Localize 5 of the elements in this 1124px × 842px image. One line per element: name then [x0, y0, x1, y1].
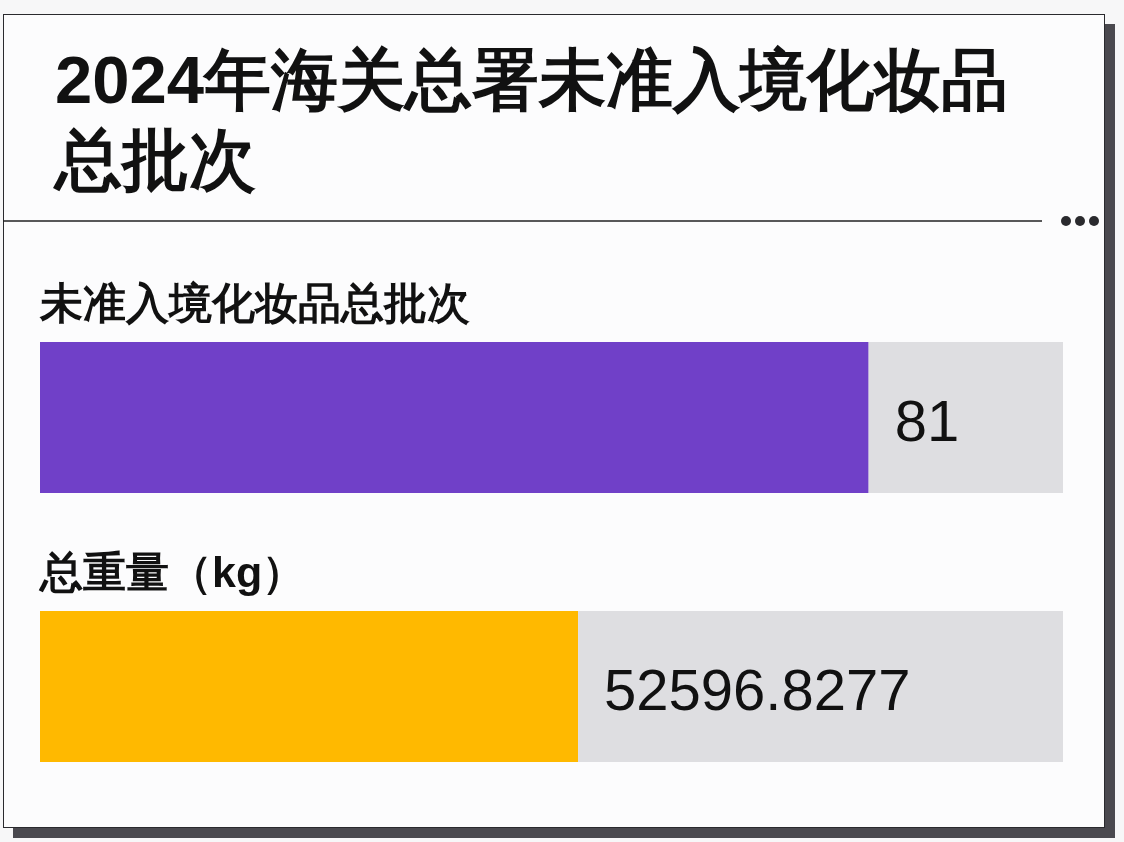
chart-title: 2024年海关总署未准入境化妆品总批次 — [55, 41, 1010, 199]
y-tick-label: 总重量（kg） — [38, 548, 306, 596]
data-label: 52596.8277 — [604, 656, 911, 722]
data-label: 81 — [894, 387, 960, 453]
y-tick-label: 未准入境化妆品总批次 — [39, 279, 470, 327]
